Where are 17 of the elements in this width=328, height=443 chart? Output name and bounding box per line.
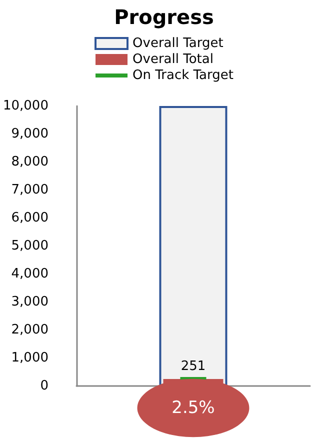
y-tick-label: 3,000	[11, 294, 48, 310]
y-tick-label: 7,000	[11, 182, 48, 198]
data-label: 251	[180, 358, 206, 374]
y-tick-label: 1,000	[11, 350, 48, 366]
y-tick-label: 9,000	[11, 126, 48, 142]
y-tick-label: 6,000	[11, 210, 48, 226]
legend-label: On Track Target	[132, 68, 234, 83]
legend-label: Overall Total	[132, 52, 214, 67]
y-tick-label: 8,000	[11, 154, 48, 170]
chart-title: Progress	[114, 5, 214, 29]
y-tick-label: 5,000	[11, 238, 48, 254]
y-tick-label: 0	[40, 378, 48, 394]
legend-label: Overall Target	[132, 36, 224, 51]
y-tick-label: 10,000	[2, 98, 48, 114]
y-tick-label: 4,000	[11, 266, 48, 282]
y-tick-label: 2,000	[11, 322, 48, 338]
text: 2.5%	[172, 398, 215, 418]
